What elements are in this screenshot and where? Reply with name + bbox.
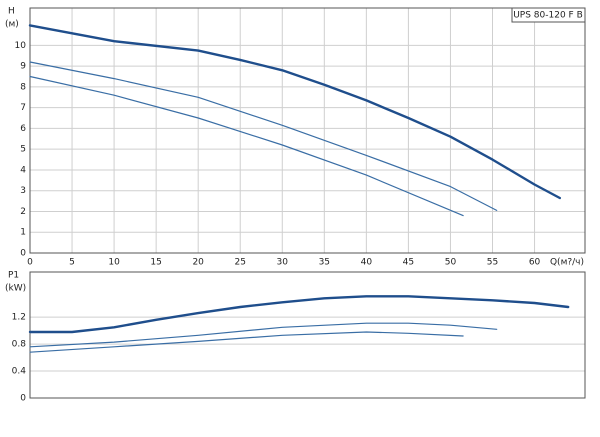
curve <box>28 295 570 334</box>
y-tick-label: 2 <box>20 207 26 217</box>
curve <box>29 75 464 217</box>
plot-frame <box>29 271 586 399</box>
x-tick-label: 40 <box>361 258 373 268</box>
x-tick-label: 60 <box>529 258 541 268</box>
plot-frame <box>29 7 586 254</box>
y-axis-unit: (kW) <box>5 284 26 294</box>
y-axis-label: P1 <box>8 271 19 281</box>
curve <box>29 322 498 348</box>
curve <box>29 331 464 353</box>
y-tick-label: 9 <box>20 62 26 72</box>
x-tick-label: 0 <box>27 258 33 268</box>
y-axis-unit: (м) <box>5 20 19 30</box>
y-tick-label: 4 <box>20 165 26 175</box>
x-tick-label: 55 <box>487 258 498 268</box>
y-tick-label: 10 <box>15 41 27 51</box>
curve <box>29 61 498 211</box>
y-axis-label: H <box>8 7 15 17</box>
y-tick-label: 0.8 <box>12 340 27 350</box>
y-tick-label: 3 <box>20 186 26 196</box>
y-tick-label: 1 <box>20 228 26 238</box>
curve <box>28 24 561 200</box>
x-tick-label: 10 <box>108 258 120 268</box>
x-tick-label: 15 <box>150 258 161 268</box>
chart-title: UPS 80-120 F B <box>513 11 583 21</box>
x-tick-label: 50 <box>445 258 457 268</box>
y-tick-label: 6 <box>20 124 26 134</box>
x-tick-label: 45 <box>403 258 414 268</box>
x-axis-label: Q(м?/ч) <box>550 258 584 268</box>
x-tick-label: 35 <box>319 258 330 268</box>
y-tick-label: 1.2 <box>12 313 26 323</box>
y-tick-label: 5 <box>20 145 26 155</box>
x-tick-label: 5 <box>69 258 75 268</box>
y-tick-label: 7 <box>20 103 26 113</box>
y-tick-label: 0.4 <box>12 367 27 377</box>
title-box <box>511 7 586 23</box>
x-tick-label: 20 <box>192 258 204 268</box>
y-tick-label: 0 <box>20 394 26 404</box>
x-tick-label: 25 <box>235 258 246 268</box>
x-tick-label: 30 <box>277 258 289 268</box>
y-tick-label: 8 <box>20 82 26 92</box>
y-tick-label: 0 <box>20 249 26 259</box>
